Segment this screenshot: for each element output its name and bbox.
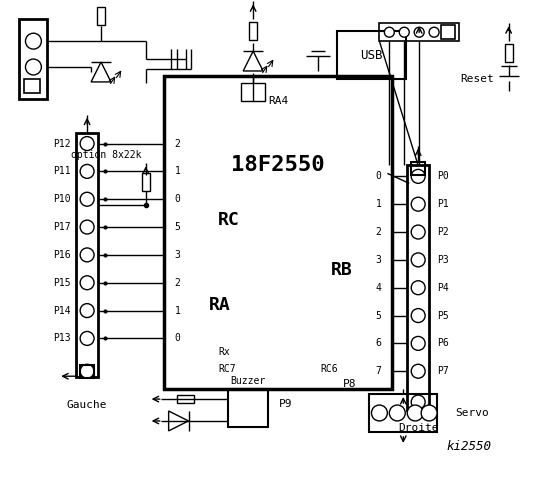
Circle shape (411, 395, 425, 409)
Text: P0: P0 (437, 171, 449, 181)
Text: 2: 2 (175, 278, 180, 288)
Text: RC6: RC6 (320, 364, 338, 374)
Circle shape (429, 27, 439, 37)
Text: 5: 5 (375, 311, 382, 321)
Text: P2: P2 (437, 227, 449, 237)
Circle shape (411, 169, 425, 183)
Text: RC7: RC7 (218, 364, 236, 374)
Circle shape (411, 253, 425, 267)
Text: 18F2550: 18F2550 (231, 156, 325, 175)
Bar (142, 173, 150, 192)
Bar (80, 365, 94, 378)
Circle shape (80, 364, 94, 378)
Bar (228, 389, 268, 427)
Circle shape (25, 33, 41, 49)
Circle shape (411, 281, 425, 295)
Text: 3: 3 (175, 250, 180, 260)
Text: Rx: Rx (218, 348, 230, 357)
Bar (411, 162, 425, 175)
Circle shape (80, 220, 94, 234)
Text: 0: 0 (375, 171, 382, 181)
Text: Reset: Reset (460, 74, 494, 84)
Text: Servo: Servo (455, 408, 489, 418)
Text: 2: 2 (175, 139, 180, 149)
Bar (176, 395, 195, 403)
Text: P17: P17 (54, 222, 71, 232)
Text: Buzzer: Buzzer (231, 376, 266, 386)
Bar (24, 79, 40, 93)
Text: 0: 0 (175, 194, 180, 204)
Text: P7: P7 (437, 366, 449, 376)
Circle shape (25, 59, 41, 75)
Bar (337, 31, 406, 79)
Circle shape (80, 276, 94, 290)
Circle shape (80, 332, 94, 346)
Circle shape (411, 197, 425, 211)
Circle shape (80, 192, 94, 206)
Circle shape (372, 405, 387, 421)
Text: P10: P10 (54, 194, 71, 204)
Text: ki2550: ki2550 (446, 440, 492, 453)
Bar (97, 7, 105, 25)
Text: 2: 2 (375, 227, 382, 237)
Circle shape (389, 405, 405, 421)
Text: P15: P15 (54, 278, 71, 288)
Circle shape (421, 405, 437, 421)
Text: RA: RA (208, 296, 230, 313)
Text: P9: P9 (279, 399, 293, 409)
Text: Droite: Droite (398, 423, 439, 433)
Bar (441, 25, 455, 39)
Bar (379, 23, 459, 41)
Text: RC: RC (218, 211, 240, 229)
Text: USB: USB (360, 48, 383, 61)
Text: P3: P3 (437, 255, 449, 265)
Text: P4: P4 (437, 283, 449, 293)
Text: 1: 1 (175, 306, 180, 315)
Text: 4: 4 (375, 283, 382, 293)
Text: P5: P5 (437, 311, 449, 321)
Circle shape (411, 364, 425, 378)
Bar (407, 166, 429, 410)
Text: P1: P1 (437, 199, 449, 209)
Text: P13: P13 (54, 334, 71, 343)
Circle shape (80, 248, 94, 262)
Circle shape (80, 304, 94, 318)
Text: P12: P12 (54, 139, 71, 149)
Circle shape (399, 27, 409, 37)
Text: P6: P6 (437, 338, 449, 348)
Bar (19, 19, 48, 99)
Circle shape (414, 27, 424, 37)
Text: 0: 0 (175, 334, 180, 343)
Bar (76, 132, 98, 377)
Bar (164, 76, 392, 389)
Circle shape (407, 405, 423, 421)
Bar (369, 394, 437, 432)
Bar (505, 44, 513, 62)
Text: 1: 1 (375, 199, 382, 209)
Text: Gauche: Gauche (67, 400, 107, 410)
Circle shape (80, 165, 94, 179)
Text: RA4: RA4 (268, 96, 288, 106)
Text: 5: 5 (175, 222, 180, 232)
Circle shape (411, 336, 425, 350)
Circle shape (80, 137, 94, 151)
Text: P8: P8 (343, 379, 356, 389)
Text: 3: 3 (375, 255, 382, 265)
Circle shape (411, 309, 425, 323)
Text: RB: RB (331, 261, 353, 279)
Circle shape (411, 225, 425, 239)
Bar (249, 22, 257, 40)
Text: option 8x22k: option 8x22k (71, 151, 141, 160)
Text: 1: 1 (175, 167, 180, 176)
Text: P14: P14 (54, 306, 71, 315)
Bar (241, 83, 265, 101)
Circle shape (384, 27, 394, 37)
Text: 7: 7 (375, 366, 382, 376)
Text: P16: P16 (54, 250, 71, 260)
Text: 6: 6 (375, 338, 382, 348)
Text: P11: P11 (54, 167, 71, 176)
